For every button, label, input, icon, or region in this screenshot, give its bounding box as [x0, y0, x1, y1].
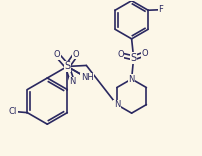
Text: S: S	[130, 53, 136, 63]
Text: O: O	[54, 50, 60, 59]
Text: S: S	[64, 61, 70, 71]
Text: O: O	[117, 50, 123, 59]
Text: NH: NH	[81, 73, 93, 83]
Text: O: O	[72, 50, 79, 59]
Text: F: F	[157, 5, 162, 14]
Text: N: N	[128, 75, 134, 83]
Text: O: O	[141, 49, 147, 58]
Text: Cl: Cl	[9, 107, 17, 116]
Text: N: N	[69, 77, 75, 86]
Text: N: N	[113, 100, 119, 109]
